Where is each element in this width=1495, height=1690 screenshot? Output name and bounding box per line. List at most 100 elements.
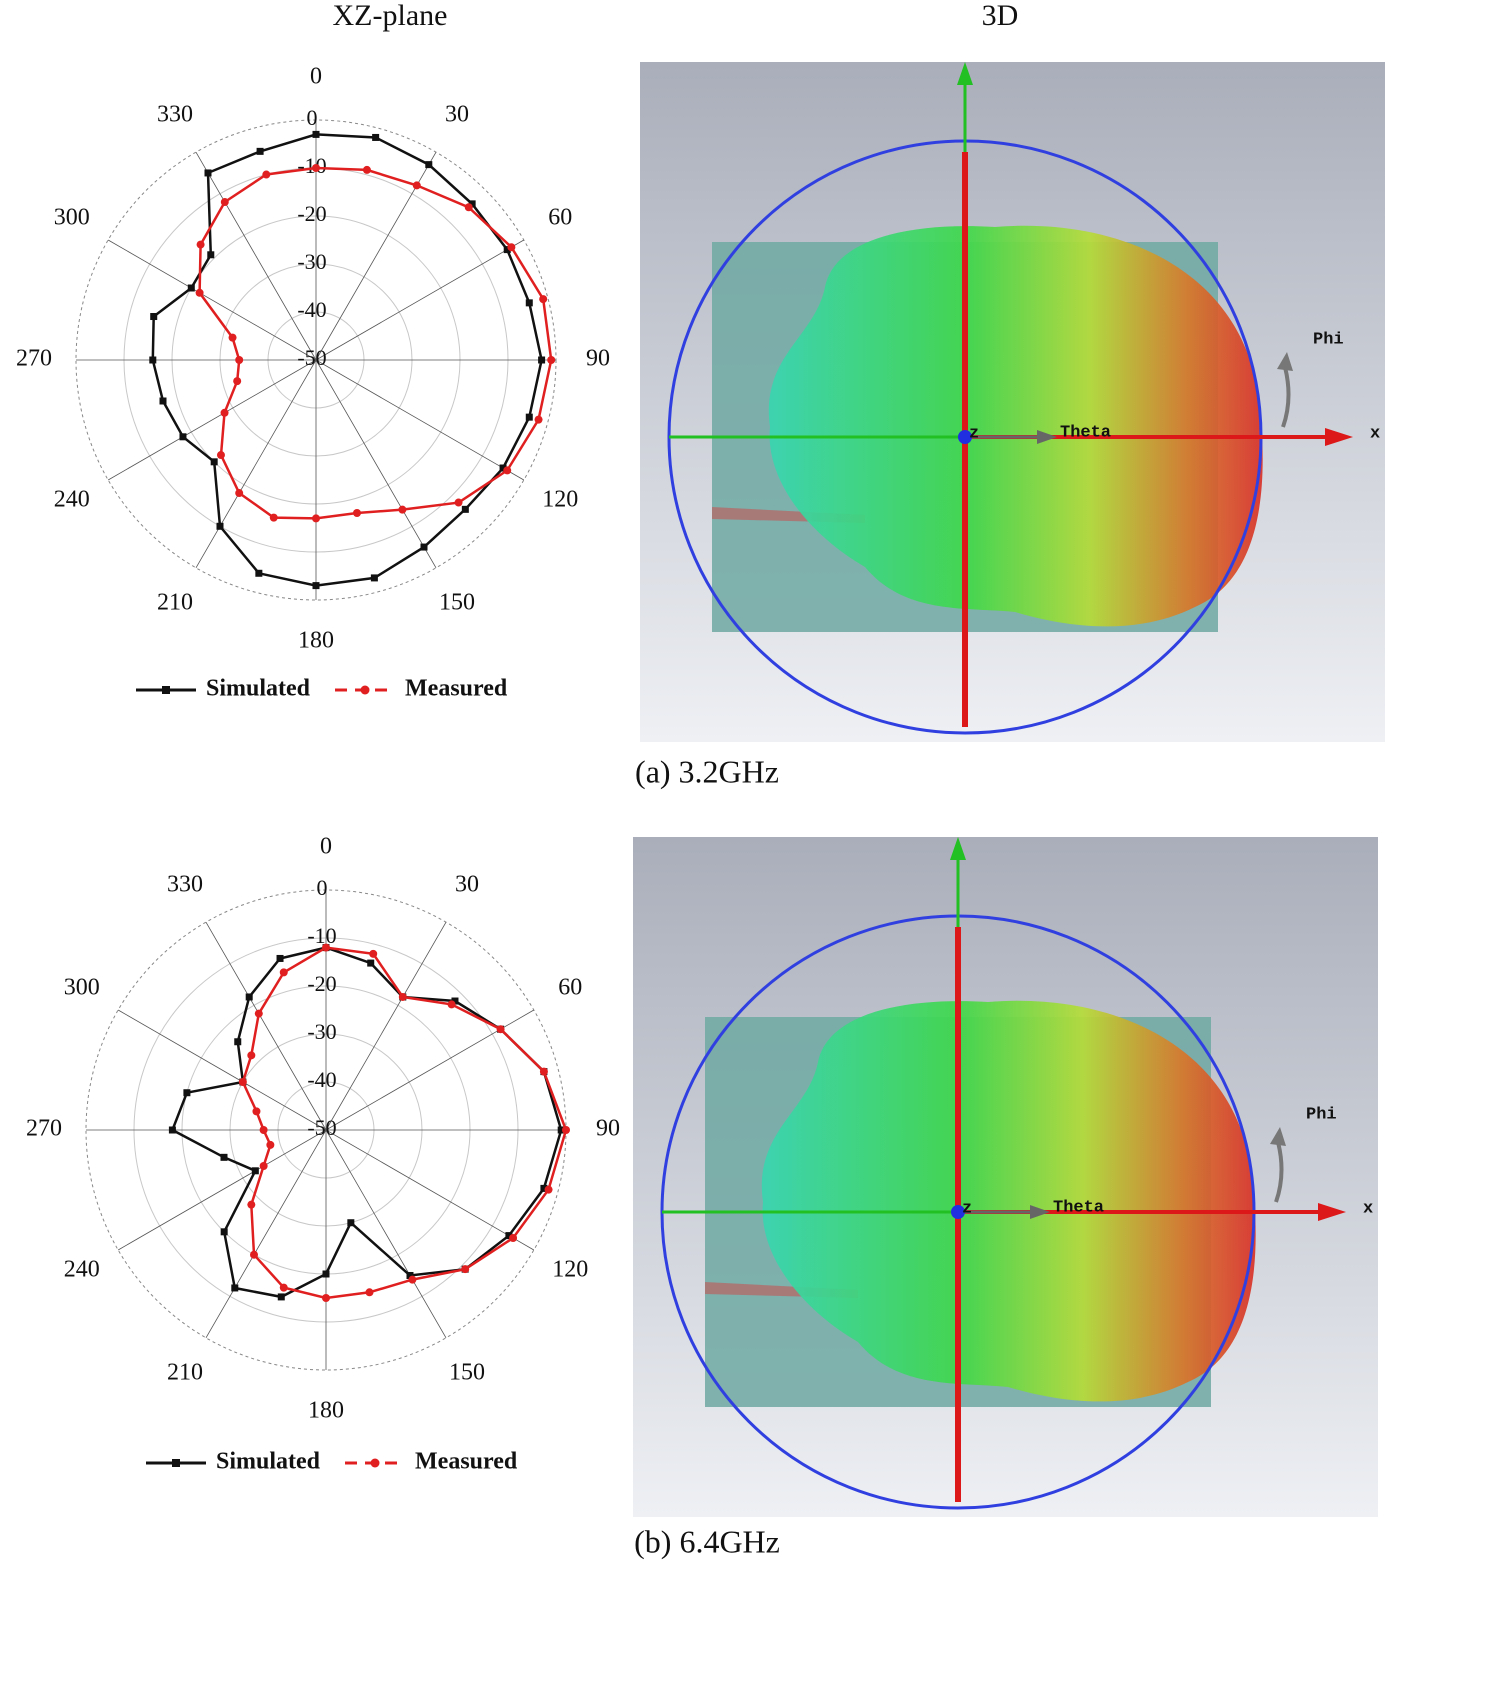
angle-label: 60	[558, 975, 582, 1001]
marker	[562, 1126, 570, 1134]
marker	[233, 377, 242, 386]
r-tick-label: -50	[297, 345, 326, 370]
marker	[238, 1078, 247, 1086]
marker	[250, 1250, 258, 1259]
marker	[259, 1126, 268, 1134]
y-arrow	[957, 62, 973, 85]
marker	[266, 1140, 275, 1149]
angle-label: 180	[298, 628, 334, 654]
marker	[276, 954, 284, 962]
marker	[507, 243, 516, 252]
marker	[367, 959, 375, 967]
marker	[245, 993, 253, 1001]
y-arrow	[950, 837, 966, 860]
angle-label: 0	[310, 64, 322, 90]
spoke	[195, 151, 317, 361]
marker	[468, 200, 476, 208]
marker	[187, 284, 195, 292]
phi-head	[1270, 1127, 1286, 1146]
marker	[183, 1089, 191, 1097]
radiation-lobe	[761, 1000, 1256, 1402]
marker	[322, 1270, 330, 1278]
series-line	[198, 166, 553, 520]
marker	[369, 949, 378, 958]
marker	[179, 433, 187, 441]
marker	[235, 489, 244, 498]
axis-label: x	[1370, 424, 1380, 443]
marker	[547, 356, 556, 364]
marker	[464, 203, 473, 212]
r-tick-label: -30	[297, 249, 326, 274]
marker	[398, 505, 407, 514]
angle-label: 210	[157, 590, 193, 616]
marker	[247, 1051, 256, 1060]
caption: (a) 3.2GHz	[635, 753, 779, 789]
r-tick-label: -10	[307, 923, 336, 948]
spoke	[117, 1129, 327, 1251]
r-tick-label: -50	[307, 1115, 336, 1140]
angle-label: 240	[54, 487, 90, 513]
marker	[216, 522, 224, 530]
axis-label: z	[969, 424, 979, 443]
marker	[362, 165, 371, 174]
axis-label: Phi	[1306, 1105, 1337, 1124]
marker	[461, 1265, 470, 1274]
angle-label: 150	[439, 590, 475, 616]
marker	[539, 1067, 548, 1076]
angle-label: 270	[26, 1116, 62, 1142]
phi-head	[1277, 352, 1293, 371]
marker	[322, 1294, 330, 1302]
marker	[461, 505, 469, 513]
marker	[372, 133, 380, 141]
spoke	[107, 359, 317, 481]
legend-marker	[172, 1459, 180, 1467]
marker	[168, 1126, 176, 1134]
origin	[951, 1205, 965, 1219]
marker	[503, 466, 512, 475]
axis-label: z	[962, 1199, 972, 1218]
radiation-lobe	[768, 225, 1263, 627]
r-tick-label: 0	[307, 105, 318, 130]
r-tick-label: 0	[317, 875, 328, 900]
marker	[496, 1025, 505, 1034]
marker	[412, 181, 421, 190]
legend-label: Measured	[415, 1449, 518, 1475]
marker	[557, 1126, 565, 1134]
marker	[269, 513, 278, 522]
r-tick-label: -40	[307, 1067, 336, 1092]
theta-head	[1037, 430, 1057, 444]
spoke	[325, 1129, 535, 1251]
marker	[256, 147, 264, 155]
marker	[252, 1107, 261, 1116]
column-title: 3D	[982, 0, 1019, 32]
axis-label: Theta	[1053, 1198, 1104, 1217]
marker	[365, 1288, 374, 1297]
axis-label: Phi	[1313, 330, 1344, 349]
spoke	[325, 1129, 447, 1339]
marker	[454, 498, 463, 507]
marker	[220, 408, 229, 417]
angle-label: 0	[320, 834, 332, 860]
angle-label: 30	[445, 101, 469, 127]
legend-marker	[360, 685, 370, 695]
marker	[159, 397, 167, 405]
marker	[370, 574, 378, 582]
marker	[451, 997, 459, 1005]
angle-label: 90	[586, 346, 610, 372]
marker	[228, 333, 237, 342]
angle-label: 210	[167, 1360, 203, 1386]
legend-label: Simulated	[216, 1449, 321, 1475]
marker	[235, 356, 244, 364]
spoke	[195, 359, 317, 569]
marker	[312, 514, 320, 523]
marker	[525, 413, 533, 421]
marker	[207, 251, 215, 259]
marker	[247, 1200, 256, 1209]
x-arrow	[1318, 1203, 1346, 1221]
legend-marker	[370, 1458, 380, 1468]
spoke	[315, 359, 525, 481]
legend-label: Simulated	[206, 676, 311, 702]
r-tick-label: -20	[307, 971, 336, 996]
marker	[406, 1271, 414, 1279]
origin	[958, 430, 972, 444]
